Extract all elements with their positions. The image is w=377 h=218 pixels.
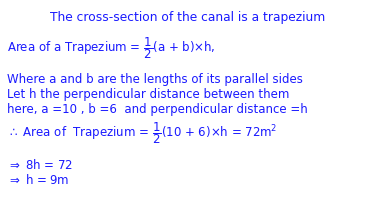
Text: Let h the perpendicular distance between them: Let h the perpendicular distance between… xyxy=(7,88,290,101)
Text: here, a =10 , b =6  and perpendicular distance =h: here, a =10 , b =6 and perpendicular dis… xyxy=(7,103,308,116)
Text: The cross-section of the canal is a trapezium: The cross-section of the canal is a trap… xyxy=(51,11,326,24)
Text: Area of a Trapezium = $\dfrac{1}{2}$(a + b)$\times$h,: Area of a Trapezium = $\dfrac{1}{2}$(a +… xyxy=(7,35,216,61)
Text: $\Rightarrow$ h = 9m: $\Rightarrow$ h = 9m xyxy=(7,173,69,187)
Text: $\Rightarrow$ 8h = 72: $\Rightarrow$ 8h = 72 xyxy=(7,158,73,172)
Text: $\therefore$ Area of  Trapezium = $\dfrac{1}{2}$(10 + 6)$\times$h = 72m$^{2}$: $\therefore$ Area of Trapezium = $\dfrac… xyxy=(7,120,277,146)
Text: Where a and b are the lengths of its parallel sides: Where a and b are the lengths of its par… xyxy=(7,73,303,86)
